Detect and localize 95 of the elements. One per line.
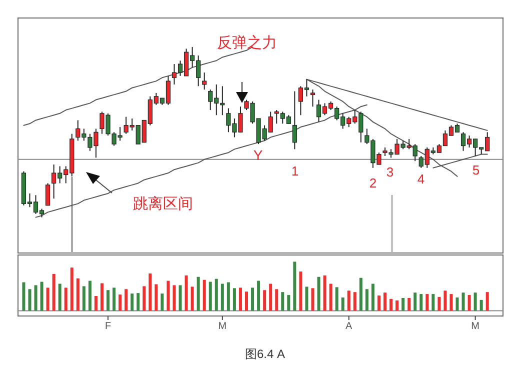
bar xyxy=(202,280,206,311)
bar xyxy=(287,295,290,311)
bar xyxy=(432,294,435,311)
bar xyxy=(414,292,417,311)
bar xyxy=(462,292,465,311)
bar xyxy=(257,280,260,311)
bar xyxy=(456,297,459,311)
bar xyxy=(238,288,242,311)
bar xyxy=(214,278,218,311)
bar xyxy=(172,285,176,311)
bar xyxy=(88,280,92,311)
annotation: 3 xyxy=(386,164,394,180)
bar xyxy=(118,294,122,311)
bar xyxy=(34,285,38,311)
bar xyxy=(474,292,477,311)
bar xyxy=(251,288,254,311)
bar xyxy=(468,295,471,311)
annotation: Y xyxy=(253,146,264,163)
bar xyxy=(226,282,230,311)
bar xyxy=(311,288,314,311)
bar xyxy=(329,284,332,311)
bar xyxy=(323,275,326,311)
x-tick-label: M xyxy=(218,321,227,332)
candlestick xyxy=(46,182,50,206)
bar xyxy=(359,278,362,311)
bar xyxy=(184,275,188,311)
bar xyxy=(353,292,356,311)
bar xyxy=(154,284,158,311)
bar xyxy=(148,273,152,311)
candlestick xyxy=(202,72,207,90)
bar xyxy=(130,294,134,311)
bar xyxy=(305,286,308,311)
bar xyxy=(124,289,128,311)
annotation: 反弹之力 xyxy=(217,34,277,52)
bar xyxy=(365,289,368,311)
bar xyxy=(112,288,116,311)
bar xyxy=(232,288,236,311)
bar xyxy=(390,298,393,311)
annotation: 5 xyxy=(472,162,480,178)
bar xyxy=(486,292,489,311)
bar xyxy=(480,300,483,311)
bar xyxy=(371,284,374,311)
bar xyxy=(245,292,248,311)
x-tick-label: M xyxy=(471,321,480,332)
bar xyxy=(281,292,284,311)
bar xyxy=(396,300,399,311)
bar xyxy=(317,276,320,311)
bar xyxy=(28,289,32,311)
bar xyxy=(293,262,296,311)
bar xyxy=(420,294,423,311)
bar xyxy=(208,282,212,311)
bar xyxy=(22,282,26,311)
bar xyxy=(142,286,146,311)
bar xyxy=(190,286,194,311)
bar xyxy=(100,283,104,311)
bar xyxy=(275,289,278,311)
annotation: 跳离区间 xyxy=(133,195,193,212)
annotation: 2 xyxy=(369,176,377,191)
bar xyxy=(166,280,170,311)
bar xyxy=(76,278,80,311)
bar xyxy=(136,293,140,311)
bar xyxy=(299,272,302,311)
bar xyxy=(82,286,86,311)
candlestick xyxy=(310,89,316,108)
bar xyxy=(196,276,200,311)
bar xyxy=(46,288,50,311)
bar xyxy=(160,294,164,311)
bar xyxy=(377,296,380,311)
bar xyxy=(444,290,447,311)
x-tick-label: F xyxy=(104,321,112,332)
bar xyxy=(426,294,429,311)
bar xyxy=(178,285,182,311)
bar xyxy=(438,296,441,311)
annotation: 1 xyxy=(291,164,299,179)
bar xyxy=(106,290,110,311)
candlestick xyxy=(292,90,297,150)
bar xyxy=(341,297,344,311)
caption: 图6.4 A xyxy=(244,347,286,362)
annotation: 4 xyxy=(417,172,425,187)
bar xyxy=(94,296,98,311)
x-tick-label: A xyxy=(346,321,353,332)
bar xyxy=(58,284,62,311)
bar xyxy=(402,298,405,311)
bar xyxy=(40,282,44,311)
bar xyxy=(64,288,68,311)
bar xyxy=(450,294,453,311)
bar xyxy=(347,290,350,311)
bar xyxy=(220,284,224,311)
bar xyxy=(263,290,266,311)
bar xyxy=(70,268,74,311)
bar xyxy=(383,292,386,311)
bar xyxy=(269,284,272,311)
bar xyxy=(335,287,338,311)
bar xyxy=(408,298,411,311)
bar xyxy=(52,274,56,311)
